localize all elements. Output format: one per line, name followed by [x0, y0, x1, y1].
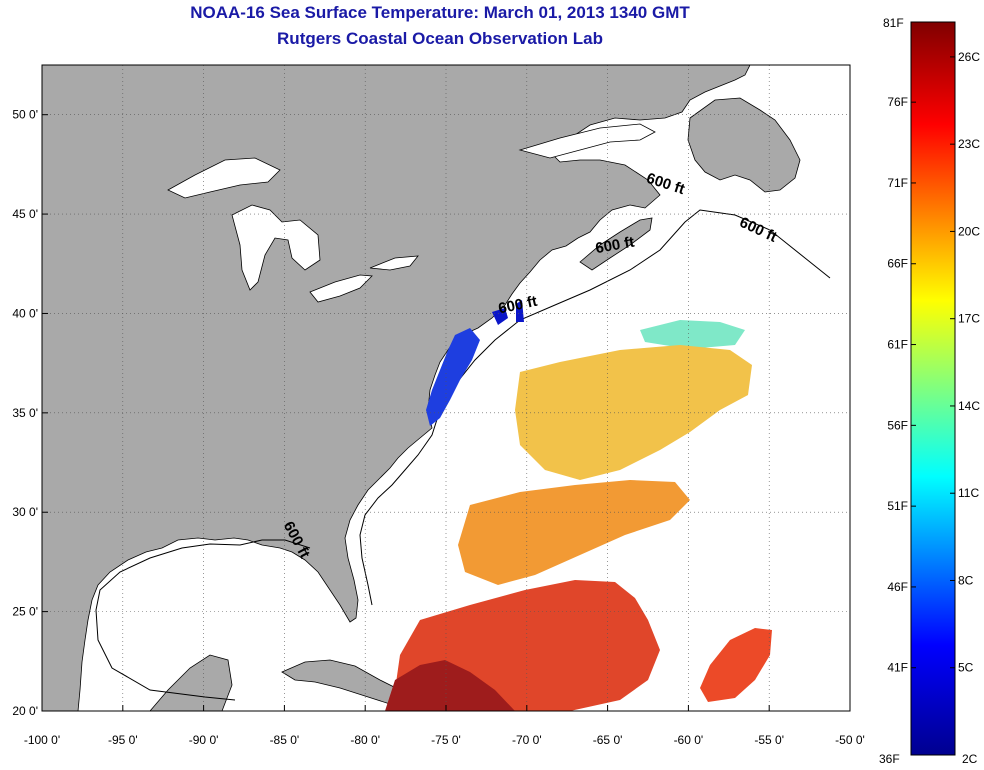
lat-tick-label: 30 0': [12, 505, 38, 519]
lat-tick-label: 25 0': [12, 605, 38, 619]
colorbar-gradient: [910, 21, 956, 756]
sst-darkred-patch: [385, 660, 515, 711]
axis-ticks: -100 0' -95 0' -90 0' -85 0' -80 0' -75 0' -70…: [12, 108, 864, 747]
lon-tick-label: -60 0': [674, 733, 704, 747]
sst-yellow-patch: [515, 345, 752, 480]
depth-contour-600ft: [95, 209, 831, 701]
sst-cold-nearshore: [426, 328, 480, 426]
land-yucatan: [149, 654, 233, 711]
map-title: NOAA-16 Sea Surface Temperature: March 0…: [190, 3, 690, 22]
colorbar-c-label: 14C: [958, 399, 980, 413]
lat-tick-label: 40 0': [12, 306, 38, 320]
colorbar-f-label: 71F: [887, 176, 908, 190]
lon-tick-label: -70 0': [512, 733, 542, 747]
lake-michigan-huron: [231, 204, 321, 291]
map-frame: [41, 64, 851, 712]
land-nova-scotia: [579, 217, 653, 271]
lake-superior: [167, 157, 281, 199]
sst-orange-patch: [458, 480, 690, 585]
colorbar-bottom-c-label: 2C: [962, 752, 978, 766]
lat-tick-label: 50 0': [12, 108, 38, 122]
lon-tick-label: -100 0': [24, 733, 60, 747]
colorbar-c-label: 23C: [958, 137, 980, 151]
lat-tick-label: 20 0': [12, 704, 38, 718]
colorbar-c-label: 17C: [958, 312, 980, 326]
colorbar-f-label: 46F: [887, 580, 908, 594]
lon-tick-label: -75 0': [431, 733, 461, 747]
map-subtitle: Rutgers Coastal Ocean Observation Lab: [277, 29, 603, 48]
lon-tick-label: -65 0': [593, 733, 623, 747]
hudson-bay-inlet: [518, 123, 656, 159]
lon-tick-label: -85 0': [270, 733, 300, 747]
colorbar-top-label: 81F: [883, 16, 904, 30]
lat-tick-label: 45 0': [12, 207, 38, 221]
lon-tick-label: -90 0': [189, 733, 219, 747]
colorbar-f-label: 41F: [887, 661, 908, 675]
colorbar-bottom-f-label: 36F: [879, 752, 900, 766]
lon-tick-label: -55 0': [754, 733, 784, 747]
colorbar-f-label: 66F: [887, 257, 908, 271]
colorbar-f-label: 76F: [887, 95, 908, 109]
lon-tick-label: -80 0': [350, 733, 380, 747]
colorbar-c-label: 11C: [958, 486, 979, 500]
colorbar-c-ticks: 26C 23C 20C 17C 14C 11C 8C 5C: [950, 50, 980, 675]
colorbar-c-label: 5C: [958, 661, 974, 675]
colorbar-c-label: 20C: [958, 224, 980, 238]
colorbar-f-label: 61F: [887, 338, 908, 352]
sst-red-east: [700, 628, 772, 702]
lake-erie-ontario: [309, 255, 419, 303]
colorbar-f-ticks: 76F 71F 66F 61F 56F 51F 46F 41F: [887, 95, 916, 675]
lon-tick-label: -50 0': [835, 733, 865, 747]
colorbar-c-label: 8C: [958, 573, 974, 587]
sst-cold-nearshore-2: [492, 300, 524, 325]
colorbar-c-label: 26C: [958, 50, 980, 64]
colorbar-f-label: 56F: [887, 418, 908, 432]
contour-label-600ft: 600 ft: [594, 234, 636, 258]
colorbar-f-label: 51F: [887, 499, 908, 513]
lon-tick-label: -95 0': [108, 733, 138, 747]
lat-tick-label: 35 0': [12, 406, 38, 420]
land-newfoundland: [687, 97, 801, 193]
sst-cyan-band: [640, 320, 745, 348]
